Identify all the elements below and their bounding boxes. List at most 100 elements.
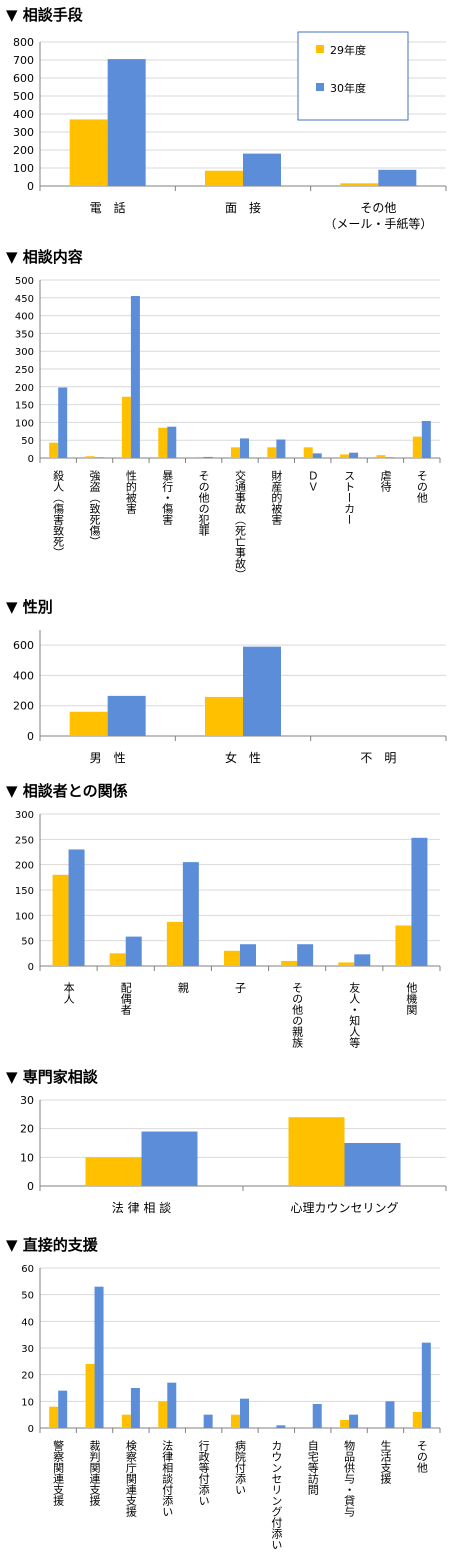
chart-title-expert-consultation: ▼ 専門家相談 bbox=[6, 1068, 98, 1086]
y-tick-label: 300 bbox=[15, 810, 34, 821]
bar-30-8 bbox=[312, 1404, 322, 1428]
x-category-label: カウンセリング付添い bbox=[270, 1440, 283, 1550]
x-category-label: 自宅等訪問 bbox=[306, 1440, 319, 1496]
bar-29-2 bbox=[85, 456, 95, 458]
y-tick-label: 50 bbox=[21, 436, 34, 447]
legend-box bbox=[297, 31, 409, 121]
y-tick-label: 450 bbox=[15, 294, 34, 305]
bar-30-5 bbox=[203, 456, 213, 458]
x-category-label: 暴行・傷害 bbox=[161, 470, 174, 526]
bar-29-1 bbox=[49, 1406, 59, 1428]
bar-30-3 bbox=[182, 862, 199, 966]
x-category-label: 裁判関連支援 bbox=[88, 1440, 101, 1507]
y-tick-label: 600 bbox=[13, 72, 34, 85]
y-tick-label: 0 bbox=[28, 454, 34, 465]
bar-30-9 bbox=[349, 1414, 359, 1428]
y-tick-label: 10 bbox=[20, 1151, 34, 1164]
y-tick-label: 100 bbox=[13, 162, 34, 175]
bar-30-1 bbox=[58, 1390, 68, 1428]
chart-section-gender: ▼ 性別 0 200 400 600 男 性 女 性 不 明 bbox=[0, 596, 450, 766]
bar-30-1 bbox=[68, 849, 85, 966]
bar-29-11 bbox=[412, 1412, 422, 1428]
bar-30-3 bbox=[130, 296, 140, 458]
y-tick-label: 60 bbox=[21, 1264, 34, 1275]
bar-30-6 bbox=[354, 954, 371, 966]
chart-relationship: 0 50 100 150 200 250 300 本人 配偶者 親 子 その他の親族 友人・知人等 他機関 bbox=[15, 810, 441, 1048]
y-tick-label: 400 bbox=[15, 312, 34, 323]
chart-section-expert-consultation: ▼ 専門家相談 0 10 20 30 法 律 相 談 心理カウンセリング bbox=[0, 1066, 450, 1222]
x-category-label: 子 bbox=[234, 982, 247, 993]
bar-29-1 bbox=[49, 442, 59, 458]
bar-30-6 bbox=[240, 438, 249, 458]
bar-30-10 bbox=[385, 1401, 395, 1428]
y-tick-label: 500 bbox=[15, 276, 34, 287]
x-category-label: 面 接 bbox=[225, 200, 261, 215]
chart-section-consultation-content: ▼ 相談内容 0 50 100 150 200 250 300 350 400 450 500 殺人（… bbox=[0, 246, 450, 582]
bar-29-6 bbox=[231, 447, 240, 458]
x-category-label: その他 bbox=[360, 201, 396, 215]
chart-title-relationship: ▼ 相談者との関係 bbox=[6, 782, 128, 800]
bar-29-1 bbox=[85, 1157, 142, 1186]
bar-29-4 bbox=[158, 427, 168, 458]
bar-29-3 bbox=[166, 921, 183, 966]
y-tick-label: 100 bbox=[15, 911, 34, 922]
bar-29-9 bbox=[340, 454, 350, 458]
x-category-label: ＤＶ bbox=[306, 470, 319, 492]
y-tick-label: 350 bbox=[15, 329, 34, 340]
bar-29-6 bbox=[231, 1414, 240, 1428]
bar-29-3 bbox=[121, 396, 131, 458]
bar-30-2 bbox=[243, 153, 281, 186]
x-category-label: 電 話 bbox=[90, 200, 126, 215]
bar-29-3 bbox=[340, 183, 379, 186]
bar-29-2 bbox=[288, 1117, 345, 1186]
bar-29-3 bbox=[121, 1414, 131, 1428]
x-category-label: （メール・手紙等） bbox=[324, 216, 432, 231]
bar-30-2 bbox=[125, 936, 142, 966]
y-tick-label: 10 bbox=[21, 1397, 34, 1408]
y-tick-label: 300 bbox=[13, 126, 34, 139]
bar-29-2 bbox=[85, 1364, 95, 1428]
bar-30-4 bbox=[167, 1382, 177, 1428]
x-category-label: その他の親族 bbox=[291, 982, 304, 1048]
bar-29-6 bbox=[338, 962, 355, 966]
x-category-label: 生活支援 bbox=[379, 1439, 392, 1485]
x-category-label: 他機関 bbox=[405, 982, 418, 1015]
chart-section-direct-support: ▼ 直接的支援 0 10 20 30 40 50 60 警察関連支援 裁判関連支援 検察庁関連支援… bbox=[0, 1234, 450, 1554]
x-category-label: その他の犯罪 bbox=[197, 470, 210, 536]
y-tick-label: 300 bbox=[15, 347, 34, 358]
y-tick-label: 0 bbox=[28, 1424, 34, 1435]
y-tick-label: 0 bbox=[27, 1180, 34, 1193]
bar-29-1 bbox=[69, 711, 108, 736]
chart-gender: 0 200 400 600 男 性 女 性 不 明 bbox=[13, 630, 447, 765]
chart-section-relationship: ▼ 相談者との関係 0 50 100 150 200 250 300 本人 配偶者 親 子 その他の親… bbox=[0, 780, 450, 1050]
y-tick-label: 100 bbox=[15, 418, 34, 429]
y-tick-label: 400 bbox=[13, 108, 34, 121]
chart-title-contact-method: ▼ 相談手段 bbox=[6, 6, 83, 24]
x-category-label: 親 bbox=[176, 982, 189, 993]
y-tick-label: 50 bbox=[21, 937, 34, 948]
bar-29-8 bbox=[303, 447, 313, 458]
bar-29-10 bbox=[376, 455, 386, 458]
bar-29-1 bbox=[52, 874, 69, 966]
bar-30-2 bbox=[94, 1286, 104, 1428]
bar-30-7 bbox=[411, 837, 428, 966]
x-category-label: 女 性 bbox=[225, 750, 261, 765]
x-category-label: 交通事故（死亡事故） bbox=[234, 469, 247, 580]
y-tick-label: 40 bbox=[21, 1317, 34, 1328]
bar-30-11 bbox=[421, 420, 431, 458]
x-category-label: 警察関連支援 bbox=[52, 1439, 65, 1507]
bar-30-11 bbox=[421, 1342, 431, 1428]
legend-swatch bbox=[316, 83, 324, 91]
chart-direct-support: 0 10 20 30 40 50 60 警察関連支援 裁判関連支援 検察庁関連支援 法律相談付添い 行… bbox=[21, 1264, 441, 1550]
bar-30-2 bbox=[344, 1143, 401, 1186]
y-tick-label: 150 bbox=[15, 886, 34, 897]
bar-30-10 bbox=[385, 457, 395, 458]
x-category-label: その他 bbox=[415, 1440, 428, 1473]
x-category-label: ストーカー bbox=[343, 470, 356, 525]
chart-title-consultation-content: ▼ 相談内容 bbox=[6, 248, 83, 266]
y-tick-label: 0 bbox=[27, 180, 34, 193]
y-tick-label: 50 bbox=[21, 1291, 34, 1302]
x-category-label: 男 性 bbox=[90, 751, 126, 765]
y-tick-label: 20 bbox=[20, 1123, 34, 1136]
bar-30-6 bbox=[240, 1398, 249, 1428]
